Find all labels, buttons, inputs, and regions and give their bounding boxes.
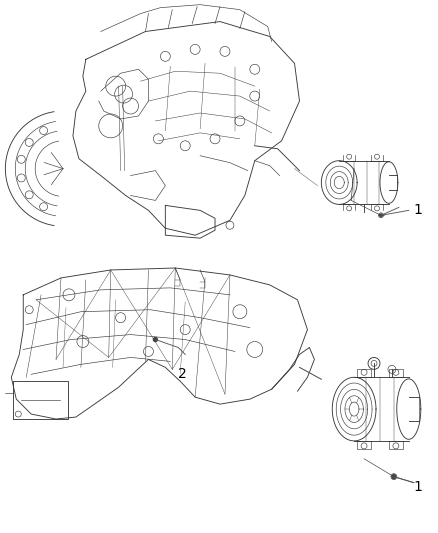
Circle shape — [379, 213, 383, 217]
Circle shape — [392, 475, 396, 479]
Text: 1: 1 — [414, 204, 423, 217]
Text: 1: 1 — [414, 480, 423, 494]
Text: 2: 2 — [178, 367, 187, 381]
Circle shape — [153, 337, 157, 342]
